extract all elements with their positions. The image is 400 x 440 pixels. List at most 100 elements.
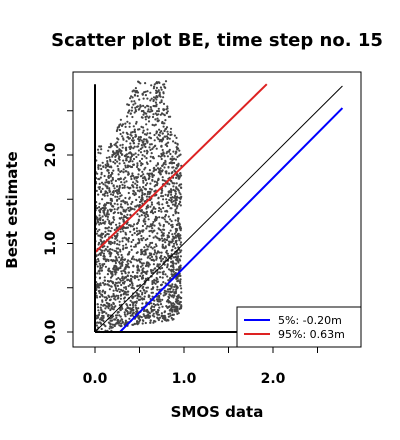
scatter-point [96, 172, 99, 175]
scatter-point [119, 294, 122, 297]
scatter-point [141, 170, 144, 173]
scatter-point [109, 270, 112, 273]
scatter-point [139, 147, 142, 151]
scatter-point [104, 220, 107, 223]
scatter-point [163, 228, 166, 231]
scatter-point [140, 258, 143, 261]
scatter-point [141, 293, 144, 296]
scatter-point [122, 131, 125, 134]
scatter-point [149, 91, 152, 94]
scatter-point [130, 139, 134, 142]
scatter-point [154, 112, 157, 115]
scatter-point [133, 276, 136, 279]
scatter-point [106, 245, 109, 248]
scatter-point [101, 290, 104, 293]
y-axis-label: Best estimate [3, 151, 21, 268]
scatter-point [129, 260, 132, 263]
scatter-point [109, 248, 112, 251]
scatter-point [160, 112, 164, 115]
scatter-point [154, 235, 157, 238]
scatter-point [103, 194, 106, 197]
scatter-point [112, 289, 115, 292]
scatter-point [141, 131, 144, 134]
scatter-point [161, 195, 165, 198]
scatter-point [133, 89, 136, 92]
scatter-point [179, 201, 182, 204]
scatter-point [121, 321, 124, 324]
scatter-point [176, 148, 179, 151]
scatter-point [166, 306, 169, 309]
scatter-point [107, 269, 110, 272]
scatter-point [166, 194, 169, 197]
scatter-point [169, 196, 172, 199]
scatter-point [137, 145, 140, 148]
scatter-point [154, 243, 157, 246]
scatter-point [146, 97, 149, 100]
scatter-point [156, 162, 159, 165]
scatter-point [174, 203, 177, 206]
scatter-point [149, 223, 152, 226]
scatter-point [140, 248, 143, 252]
scatter-point [120, 203, 123, 206]
scatter-point [162, 153, 165, 156]
scatter-point [109, 255, 112, 258]
scatter-point [141, 177, 145, 180]
scatter-point [156, 288, 159, 291]
scatter-point [115, 227, 118, 230]
scatter-point [106, 201, 109, 205]
scatter-point [169, 115, 172, 118]
scatter-point [163, 218, 166, 221]
scatter-point [132, 238, 135, 242]
scatter-point [114, 189, 117, 193]
scatter-point [109, 193, 113, 196]
scatter-point [107, 149, 110, 152]
scatter-point [103, 212, 106, 215]
scatter-point [124, 286, 127, 289]
scatter-point [113, 187, 116, 190]
scatter-point [131, 136, 135, 140]
scatter-point [157, 171, 160, 174]
scatter-point [113, 208, 116, 211]
scatter-point [117, 268, 120, 271]
scatter-point [145, 290, 148, 293]
scatter-point [135, 258, 138, 261]
scatter-point [109, 203, 112, 206]
scatter-point [150, 252, 153, 255]
scatter-point [165, 292, 168, 295]
scatter-point [179, 278, 182, 281]
scatter-point [148, 177, 151, 180]
scatter-point [106, 215, 109, 218]
scatter-point [118, 222, 121, 225]
scatter-point [111, 315, 115, 318]
scatter-point [131, 225, 134, 228]
scatter-point [145, 157, 148, 160]
scatter-point [103, 204, 107, 207]
scatter-point [119, 123, 122, 126]
scatter-point [148, 187, 152, 190]
scatter-point [143, 298, 146, 301]
scatter-point [144, 94, 147, 97]
scatter-point [132, 139, 135, 142]
scatter-point [141, 270, 144, 273]
scatter-point [132, 147, 135, 150]
scatter-point [99, 253, 102, 257]
scatter-point [124, 196, 127, 200]
scatter-point [129, 224, 132, 227]
scatter-point [133, 190, 136, 193]
scatter-point [100, 240, 103, 243]
scatter-point [146, 162, 149, 165]
scatter-point [131, 282, 134, 285]
scatter-point [147, 120, 151, 123]
scatter-point [165, 209, 168, 212]
scatter-point [172, 242, 176, 245]
scatter-point [106, 273, 109, 276]
scatter-point [98, 284, 101, 287]
scatter-point [111, 241, 114, 244]
scatter-point [102, 221, 105, 225]
scatter-point [161, 169, 164, 172]
scatter-point [116, 289, 119, 292]
scatter-point [165, 112, 168, 115]
scatter-point [164, 135, 167, 138]
scatter-point [110, 199, 114, 202]
scatter-point [169, 265, 173, 268]
